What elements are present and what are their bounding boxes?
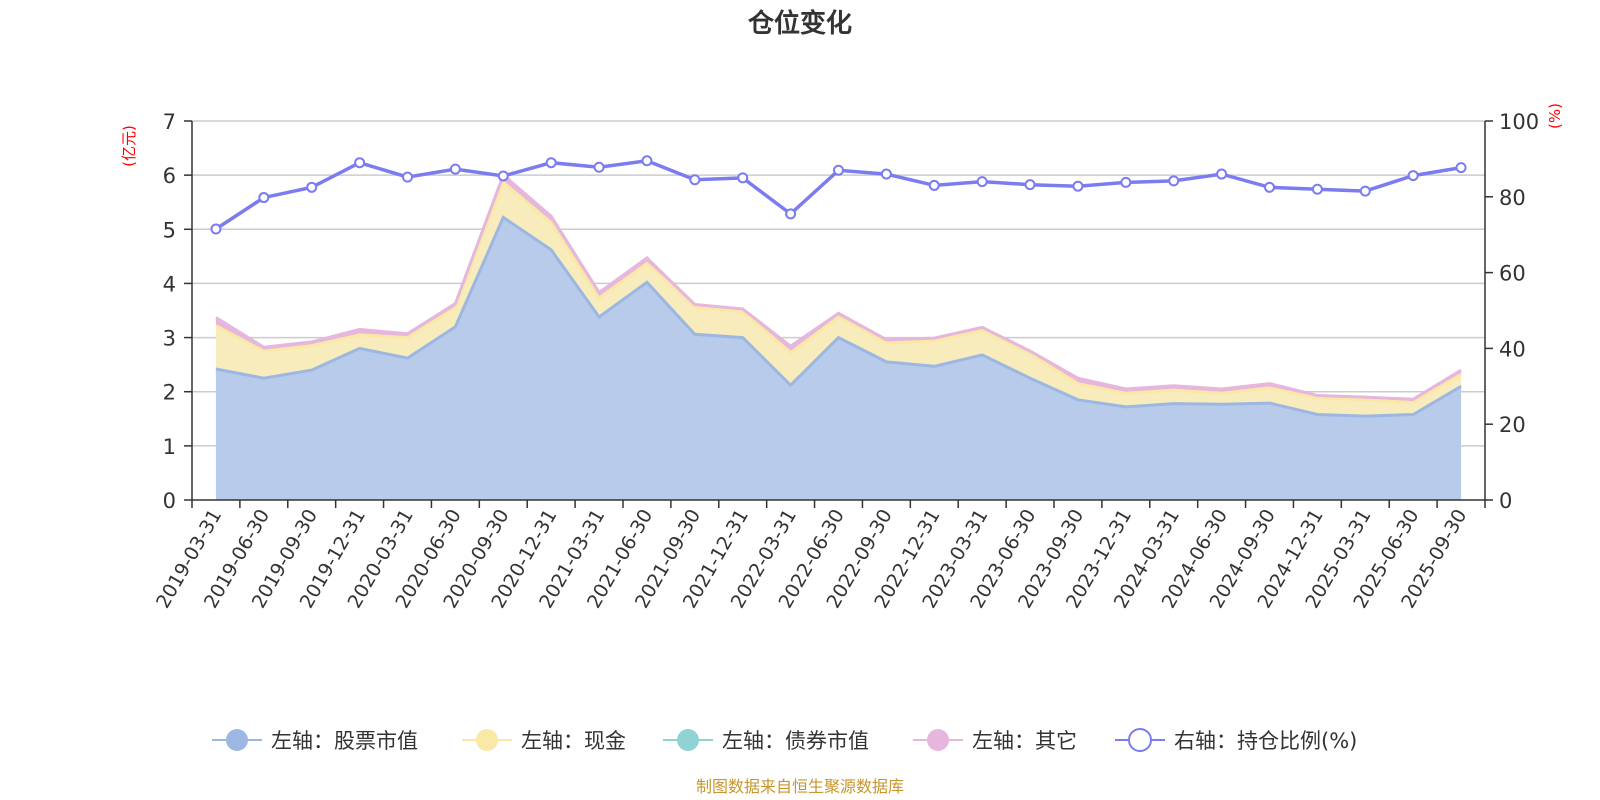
ratio-point (641, 155, 653, 167)
ratio-point (1264, 181, 1275, 193)
legend-label: 左轴：股票市值 (271, 729, 418, 753)
ratio-point (1024, 179, 1036, 191)
area-line (215, 172, 1462, 401)
ratio-point (1168, 175, 1180, 187)
legend-item: 左轴：其它 (913, 729, 1077, 753)
ratio-point (497, 170, 509, 182)
footer-source: 制图数据来自恒生聚源数据库 (696, 777, 904, 796)
ratio-point (449, 163, 461, 175)
area-line (215, 179, 1462, 405)
left-axis-tick-label: 3 (163, 327, 176, 351)
legend-label: 左轴：其它 (972, 729, 1077, 753)
ratio-point (976, 176, 988, 188)
area-fill (215, 182, 1462, 417)
ratio-point (354, 157, 366, 169)
legend-item: 左轴：股票市值 (212, 729, 418, 753)
legend-item: 左轴：债券市值 (663, 729, 869, 753)
right-axis-tick-label: 100 (1499, 110, 1539, 134)
ratio-point (1311, 183, 1323, 195)
ratio-point (880, 168, 892, 180)
legend-marker (927, 729, 949, 751)
legend-item: 左轴：现金 (462, 729, 626, 753)
right-axis-tick-label: 20 (1499, 413, 1526, 437)
ratio-point (258, 192, 270, 204)
legend: 左轴：股票市值 左轴：现金 左轴：债券市值 左轴：其它 右轴：持仓比例(%) (212, 728, 1357, 753)
ratio-point (833, 164, 844, 176)
ratio-point (1072, 180, 1084, 192)
ratio-point (928, 179, 940, 191)
left-axis-unit: (亿元) (120, 125, 138, 167)
area-series (215, 172, 1462, 500)
ratio-point (737, 172, 749, 184)
ratio-point (402, 171, 413, 183)
legend-label: 右轴：持仓比例(%) (1174, 729, 1357, 753)
ratio-point (545, 157, 557, 169)
right-axis-tick-label: 80 (1499, 186, 1526, 210)
left-axis-tick-label: 6 (163, 164, 176, 188)
left-axis-tick-label: 7 (163, 110, 176, 134)
ratio-point (306, 181, 318, 193)
ratio-point (785, 208, 797, 220)
ratio-point (1455, 162, 1467, 174)
ratio-point (210, 223, 222, 235)
legend-marker (476, 729, 498, 751)
left-axis-tick-label: 5 (163, 218, 176, 242)
legend-label: 左轴：现金 (521, 729, 626, 753)
area-fill (215, 217, 1462, 500)
left-axis-tick-label: 1 (163, 435, 176, 459)
ratio-point (1359, 185, 1371, 197)
right-axis-unit: (%) (1546, 103, 1564, 129)
legend-item: 右轴：持仓比例(%) (1115, 728, 1357, 753)
ratio-point (1407, 170, 1419, 182)
ratio-point (1120, 176, 1132, 188)
chart-title: 仓位变化 (747, 8, 852, 39)
area-line (215, 215, 1462, 418)
left-axis-tick-label: 4 (163, 272, 176, 296)
legend-marker (226, 729, 248, 751)
ratio-line-series (210, 155, 1467, 235)
legend-marker (677, 729, 699, 751)
left-axis-tick-label: 2 (163, 381, 176, 405)
legend-label: 左轴：债券市值 (722, 729, 869, 753)
left-axis-tick-label: 0 (163, 489, 176, 513)
ratio-point (593, 161, 605, 173)
ratio-point (1216, 168, 1228, 180)
right-axis-tick-label: 60 (1499, 262, 1526, 286)
legend-marker (1128, 728, 1152, 752)
right-axis-tick-label: 40 (1499, 337, 1526, 361)
ratio-point (689, 174, 701, 186)
right-axis-tick-label: 0 (1499, 489, 1512, 513)
